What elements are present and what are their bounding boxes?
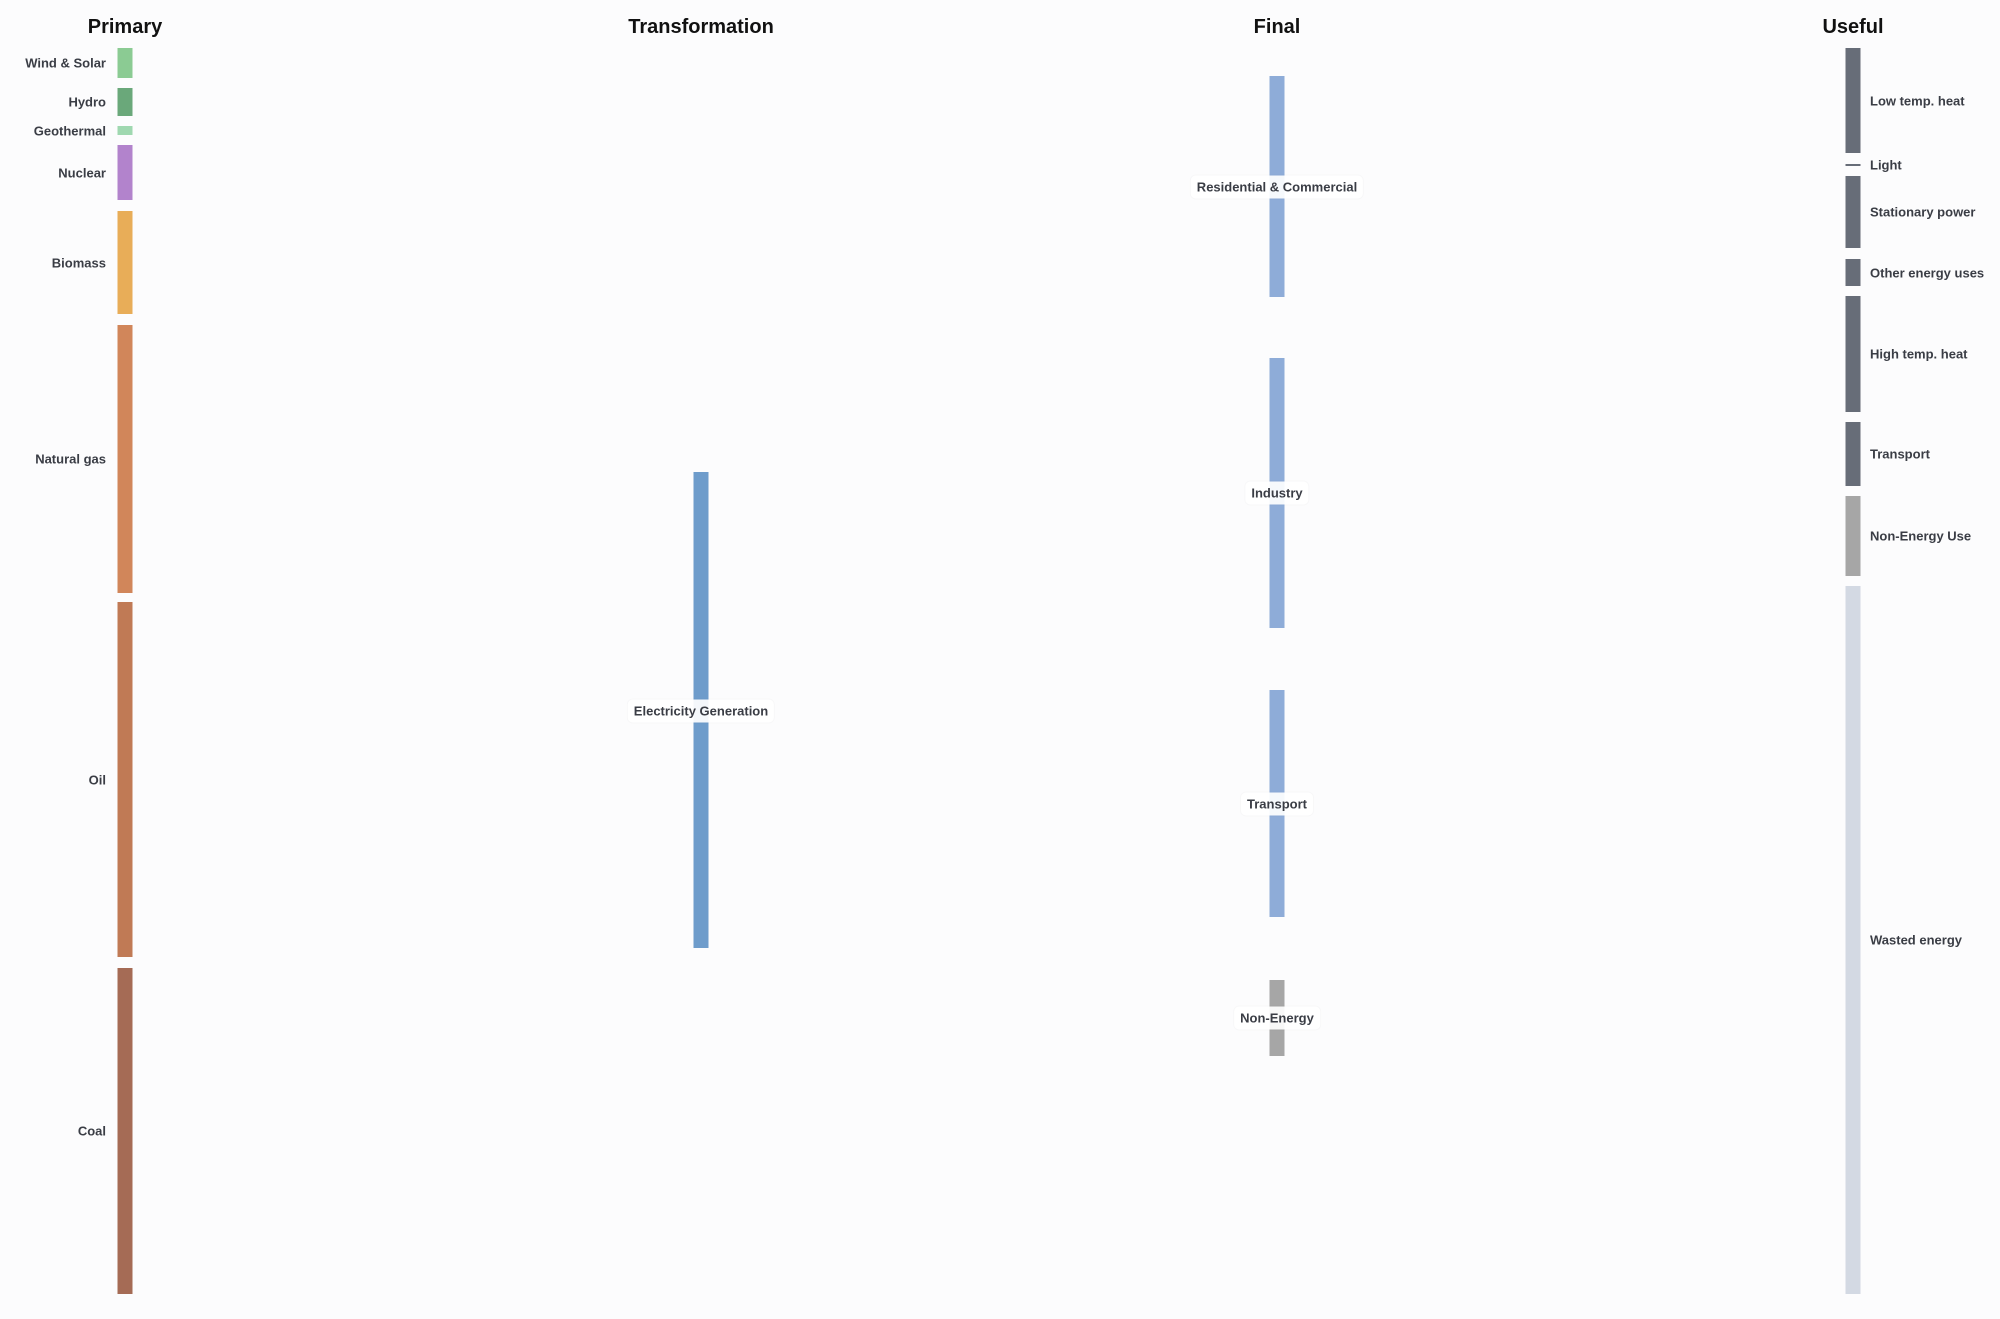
- link-geothermal-to-industry[interactable]: [133, 134, 1270, 360]
- link-oil-to-wasted[interactable]: [133, 621, 1846, 898]
- link-industry-to-high_heat[interactable]: [1285, 296, 1846, 551]
- link-electricity-to-industry[interactable]: [709, 534, 1270, 658]
- link-wind_solar-to-res_com[interactable]: [133, 48, 1270, 78]
- stage-header-useful: Useful: [1822, 16, 1884, 38]
- label-non-energy-use: Non-Energy Use: [1866, 527, 1976, 545]
- link-biomass-to-industry[interactable]: [133, 255, 1270, 381]
- link-transport_f-to-transport_u[interactable]: [1285, 422, 1846, 754]
- node-coal[interactable]: [117, 968, 133, 1294]
- label-coal: Coal: [73, 1122, 110, 1140]
- link-transport_f-to-wasted[interactable]: [1285, 754, 1846, 1293]
- link-non_energy-to-wasted[interactable]: [1285, 1055, 1846, 1294]
- node-light[interactable]: [1845, 164, 1861, 166]
- stage-header-final: Final: [1253, 16, 1301, 38]
- node-hydro[interactable]: [117, 88, 133, 116]
- link-res_com-to-low_heat[interactable]: [1285, 48, 1846, 181]
- link-industry-to-stationary[interactable]: [1285, 196, 1846, 410]
- node-wasted[interactable]: [1845, 586, 1861, 1294]
- link-electricity-to-res_com[interactable]: [709, 203, 1270, 564]
- label-geothermal: Geothermal: [29, 122, 110, 140]
- node-transport_u[interactable]: [1845, 422, 1861, 486]
- node-oil[interactable]: [117, 602, 133, 957]
- label-natural-gas: Natural gas: [31, 450, 110, 468]
- node-non_energy_use[interactable]: [1845, 496, 1861, 576]
- label-hydro: Hydro: [64, 93, 110, 111]
- link-natural_gas-to-res_com[interactable]: [133, 125, 1270, 378]
- label-high-temp-heat: High temp. heat: [1866, 345, 1972, 363]
- node-natural_gas[interactable]: [117, 325, 133, 593]
- node-low_heat[interactable]: [1845, 48, 1861, 153]
- label-stationary-power: Stationary power: [1866, 203, 1980, 221]
- link-res_com-to-stationary[interactable]: [1285, 176, 1846, 203]
- link-natural_gas-to-electricity[interactable]: [133, 434, 694, 716]
- link-hydro-to-res_com[interactable]: [133, 78, 1270, 116]
- node-high_heat[interactable]: [1845, 296, 1861, 412]
- label-nuclear: Nuclear: [54, 164, 110, 182]
- link-electricity-to-transport_f[interactable]: [709, 658, 1270, 917]
- label-light: Light: [1866, 156, 1906, 174]
- label-biomass: Biomass: [47, 254, 110, 272]
- link-non_energy-to-non_energy_use[interactable]: [1285, 496, 1846, 1055]
- link-oil-to-electricity[interactable]: [133, 657, 694, 732]
- link-wind_solar-to-industry[interactable]: [133, 50, 1270, 359]
- link-industry-to-other_uses[interactable]: [1285, 261, 1846, 435]
- node-biomass[interactable]: [117, 211, 133, 314]
- label-other-energy-uses: Other energy uses: [1866, 264, 1989, 282]
- link-coal-to-transport_f[interactable]: [133, 912, 1270, 1244]
- node-nuclear[interactable]: [117, 145, 133, 200]
- node-stationary[interactable]: [1845, 176, 1861, 248]
- label-low-temp-heat: Low temp. heat: [1866, 92, 1969, 110]
- link-nuclear-to-electricity[interactable]: [133, 145, 694, 586]
- link-geothermal-to-electricity[interactable]: [133, 126, 694, 531]
- node-geothermal[interactable]: [117, 126, 133, 135]
- link-natural_gas-to-industry[interactable]: [133, 378, 1270, 437]
- label-oil: Oil: [84, 771, 110, 789]
- link-natural_gas-to-wasted[interactable]: [133, 549, 1846, 622]
- link-biomass-to-electricity[interactable]: [133, 278, 694, 606]
- link-geothermal-to-res_com[interactable]: [133, 78, 1270, 134]
- sankey-nodes: [117, 48, 1861, 1294]
- link-biomass-to-wasted[interactable]: [133, 306, 1846, 594]
- label-wasted-energy: Wasted energy: [1866, 931, 1966, 949]
- link-res_com-to-wasted[interactable]: [1285, 205, 1846, 1057]
- node-other_uses[interactable]: [1845, 259, 1861, 286]
- link-wind_solar-to-electricity[interactable]: [133, 50, 694, 499]
- link-res_com-to-light[interactable]: [1285, 164, 1846, 183]
- link-coal-to-non_energy[interactable]: [133, 1051, 1270, 1294]
- link-coal-to-wasted[interactable]: [133, 639, 1846, 1289]
- link-hydro-to-electricity[interactable]: [133, 88, 694, 526]
- node-wind_solar[interactable]: [117, 48, 133, 78]
- link-industry-to-wasted[interactable]: [1285, 551, 1846, 1133]
- label-residential-commercial: Residential & Commercial: [1190, 175, 1364, 199]
- label-industry: Industry: [1245, 481, 1309, 505]
- label-transport-useful: Transport: [1866, 445, 1934, 463]
- label-transport-final: Transport: [1241, 792, 1313, 816]
- sankey-links: [133, 48, 1846, 1294]
- link-coal-to-electricity[interactable]: [133, 732, 694, 1243]
- link-res_com-to-other_uses[interactable]: [1285, 203, 1846, 261]
- label-wind-solar: Wind & Solar: [21, 54, 110, 72]
- label-non-energy: Non-Energy: [1234, 1006, 1320, 1030]
- label-electricity-generation: Electricity Generation: [627, 699, 775, 723]
- stage-header-transformation: Transformation: [628, 16, 774, 38]
- stage-header-primary: Primary: [87, 16, 163, 38]
- link-biomass-to-res_com[interactable]: [133, 80, 1270, 255]
